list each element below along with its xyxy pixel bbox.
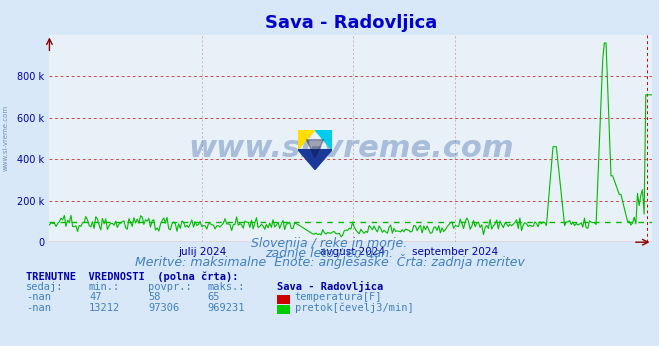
Text: sedaj:: sedaj: [26,282,64,292]
Title: Sava - Radovljica: Sava - Radovljica [265,13,437,31]
Text: 58: 58 [148,292,161,302]
Text: maks.:: maks.: [208,282,245,292]
Text: 65: 65 [208,292,220,302]
Polygon shape [298,130,315,149]
Text: 97306: 97306 [148,303,179,313]
Text: pretok[čevelj3/min]: pretok[čevelj3/min] [295,302,413,313]
Text: -nan: -nan [26,303,51,313]
Text: Sava - Radovljica: Sava - Radovljica [277,281,383,292]
Bar [277,295,290,304]
Text: www.si-vreme.com: www.si-vreme.com [188,134,514,163]
Text: Slovenija / reke in morje.: Slovenija / reke in morje. [251,237,408,251]
Text: 13212: 13212 [89,303,120,313]
Polygon shape [298,149,332,170]
Text: temperatura[F]: temperatura[F] [295,292,382,302]
Bar [277,305,290,314]
Text: 969231: 969231 [208,303,245,313]
Text: www.si-vreme.com: www.si-vreme.com [2,105,9,172]
Polygon shape [315,130,332,149]
Text: min.:: min.: [89,282,120,292]
Text: TRENUTNE  VREDNOSTI  (polna črta):: TRENUTNE VREDNOSTI (polna črta): [26,271,239,282]
Text: zadnje leto / en dan.: zadnje leto / en dan. [266,247,393,260]
Text: -nan: -nan [26,292,51,302]
Text: povpr.:: povpr.: [148,282,192,292]
Polygon shape [306,140,324,158]
Text: 47: 47 [89,292,101,302]
Text: Meritve: maksimalne  Enote: anglešaške  Črta: zadnja meritev: Meritve: maksimalne Enote: anglešaške Čr… [134,254,525,269]
